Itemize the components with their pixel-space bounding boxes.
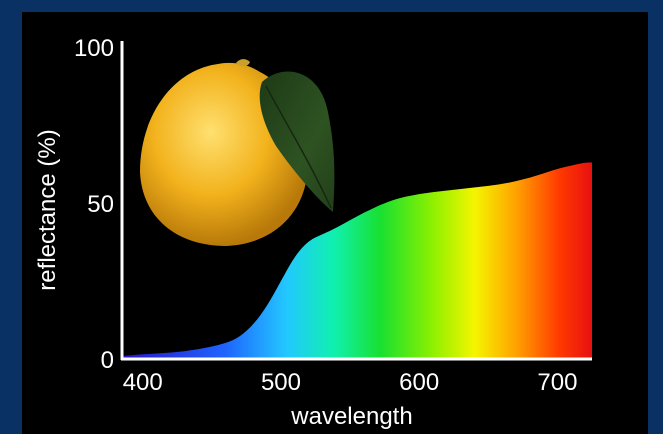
chart-frame: 0 50 100 400 500 600 700 wavelength reflectan… [22, 12, 648, 434]
lemon-illustration [140, 59, 335, 247]
x-tick-label: 700 [537, 369, 577, 396]
x-tick-label: 600 [399, 369, 439, 396]
x-axis-title: wavelength [290, 403, 412, 430]
x-tick-labels: 400 500 600 700 [123, 369, 578, 396]
reflectance-area [122, 162, 592, 359]
reflectance-chart: 0 50 100 400 500 600 700 wavelength reflectan… [34, 35, 592, 430]
x-tick-label: 500 [261, 369, 301, 396]
y-tick-label: 0 [101, 347, 114, 374]
lemon-stem-icon [236, 59, 250, 67]
y-tick-label: 50 [87, 191, 114, 218]
y-axis-title: reflectance (%) [34, 129, 61, 290]
y-tick-label: 100 [74, 35, 114, 62]
y-tick-labels: 0 50 100 [74, 35, 114, 374]
x-tick-label: 400 [123, 369, 163, 396]
